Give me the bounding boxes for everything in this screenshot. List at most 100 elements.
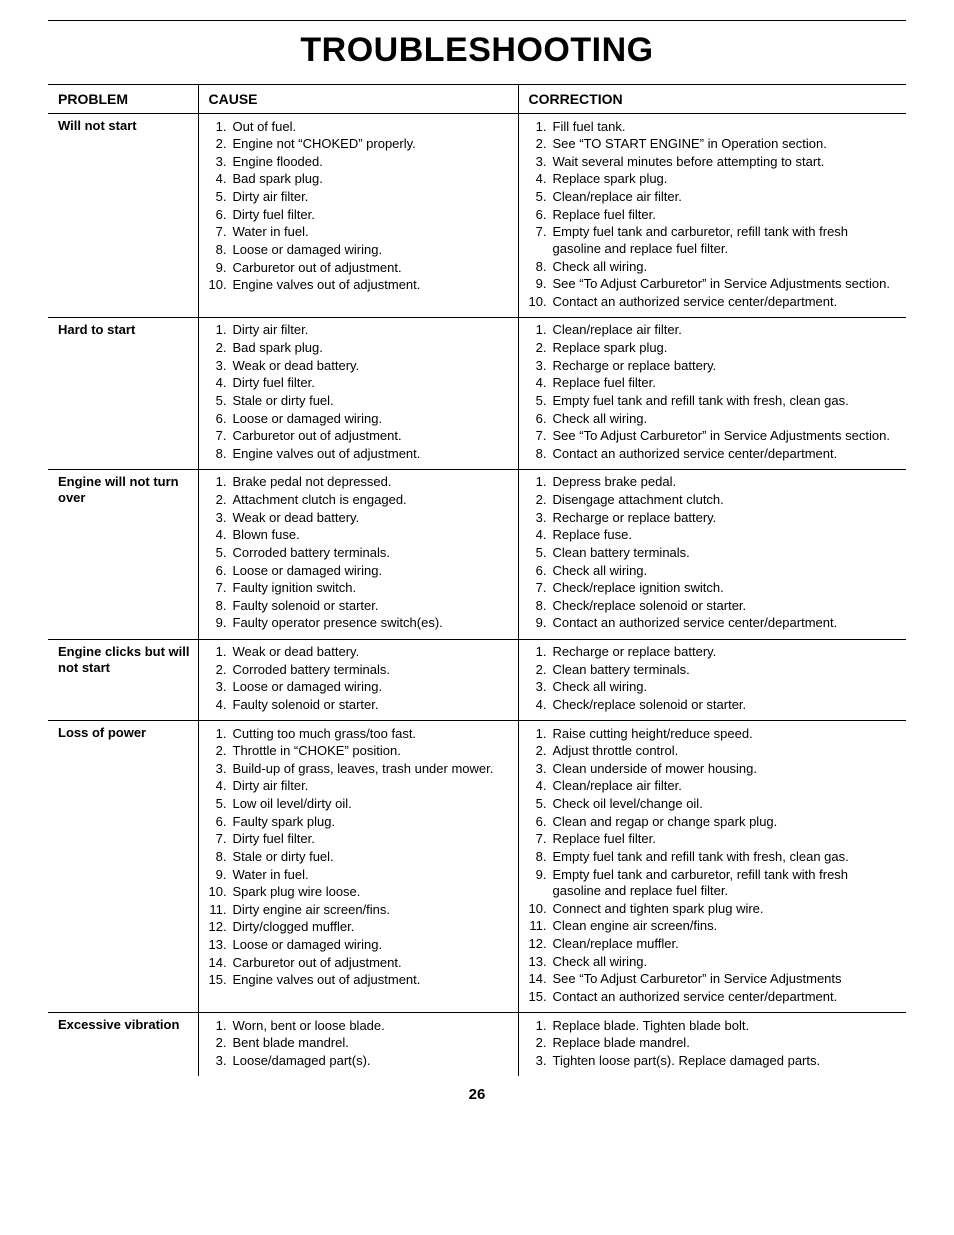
table-row: Loss of power1.Cutting too much grass/to… [48, 721, 906, 1013]
list-item: 7.Empty fuel tank and carburetor, refill… [529, 224, 901, 258]
item-text: Weak or dead battery. [233, 644, 512, 661]
table-row: Engine clicks but will not start1.Weak o… [48, 639, 906, 721]
item-number: 5. [529, 545, 553, 562]
list-item: 5.Dirty air filter. [209, 189, 512, 207]
item-number: 8. [529, 849, 553, 866]
item-text: Clean/replace air filter. [553, 778, 901, 795]
item-text: Check/replace solenoid or starter. [553, 598, 901, 615]
table-row: Hard to start1.Dirty air filter.2.Bad sp… [48, 317, 906, 469]
problem-cell: Loss of power [48, 721, 198, 1013]
list-item: 6.Check all wiring. [529, 410, 901, 428]
list-item: 7.Water in fuel. [209, 224, 512, 242]
item-number: 6. [209, 563, 233, 580]
problem-cell: Engine clicks but will not start [48, 639, 198, 721]
item-text: Engine flooded. [233, 154, 512, 171]
item-text: Check all wiring. [553, 954, 901, 971]
item-number: 2. [529, 492, 553, 509]
list-item: 11.Dirty engine air screen/fins. [209, 901, 512, 919]
cause-cell: 1.Cutting too much grass/too fast.2.Thro… [198, 721, 518, 1013]
list-item: 5.Stale or dirty fuel. [209, 392, 512, 410]
item-text: Recharge or replace battery. [553, 644, 901, 661]
item-number: 6. [209, 411, 233, 428]
item-number: 3. [529, 510, 553, 527]
list-item: 5.Low oil level/dirty oil. [209, 796, 512, 814]
item-text: Weak or dead battery. [233, 358, 512, 375]
table-row: Excessive vibration 1.Worn, bent or loose… [48, 1013, 906, 1076]
list-item: 4.Replace fuel filter. [529, 375, 901, 393]
problem-cell: Excessive vibration [48, 1013, 198, 1076]
header-cause: CAUSE [198, 85, 518, 114]
item-text: Engine valves out of adjustment. [233, 446, 512, 463]
list-item: 1.Worn, bent or loose blade. [209, 1017, 512, 1035]
list-item: 6.Dirty fuel filter. [209, 206, 512, 224]
list-item: 12.Clean/replace muffler. [529, 936, 901, 954]
item-number: 6. [529, 411, 553, 428]
item-number: 2. [529, 743, 553, 760]
list-item: 3.Clean underside of mower housing. [529, 760, 901, 778]
item-number: 8. [209, 849, 233, 866]
item-text: Corroded battery terminals. [233, 545, 512, 562]
list-item: 7.Dirty fuel filter. [209, 831, 512, 849]
table-row: Engine will not turn over1.Brake pedal n… [48, 469, 906, 639]
list-item: 4.Check/replace solenoid or starter. [529, 696, 901, 714]
item-number: 4. [529, 697, 553, 714]
item-number: 1. [209, 1018, 233, 1035]
item-number: 9. [209, 615, 233, 632]
item-text: Loose or damaged wiring. [233, 563, 512, 580]
list-item: 3.Weak or dead battery. [209, 509, 512, 527]
item-text: Check oil level/change oil. [553, 796, 901, 813]
list-item: 5.Empty fuel tank and refill tank with f… [529, 392, 901, 410]
item-number: 8. [529, 598, 553, 615]
item-number: 1. [209, 474, 233, 491]
item-text: Contact an authorized service center/dep… [553, 615, 901, 632]
item-text: Carburetor out of adjustment. [233, 260, 512, 277]
item-text: Replace blade mandrel. [553, 1035, 901, 1052]
item-text: Blown fuse. [233, 527, 512, 544]
list-item: 15.Contact an authorized service center/… [529, 988, 901, 1006]
item-text: Stale or dirty fuel. [233, 849, 512, 866]
correction-cell: 1.Recharge or replace battery.2.Clean ba… [518, 639, 906, 721]
list-item: 8.Faulty solenoid or starter. [209, 597, 512, 615]
cause-cell: 1.Weak or dead battery.2.Corroded batter… [198, 639, 518, 721]
list-item: 8.Contact an authorized service center/d… [529, 445, 901, 463]
list-item: 1.Out of fuel. [209, 118, 512, 136]
item-text: Connect and tighten spark plug wire. [553, 901, 901, 918]
item-text: Corroded battery terminals. [233, 662, 512, 679]
item-text: Dirty engine air screen/fins. [233, 902, 512, 919]
list-item: 6.Faulty spark plug. [209, 813, 512, 831]
item-number: 7. [529, 831, 553, 848]
item-text: Check/replace ignition switch. [553, 580, 901, 597]
item-text: Dirty air filter. [233, 189, 512, 206]
item-text: Loose or damaged wiring. [233, 242, 512, 259]
item-number: 1. [529, 322, 553, 339]
list-item: 9.Empty fuel tank and carburetor, refill… [529, 866, 901, 900]
list-item: 10.Spark plug wire loose. [209, 884, 512, 902]
list-item: 2.Throttle in “CHOKE” position. [209, 743, 512, 761]
item-number: 1. [209, 322, 233, 339]
list-item: 7.See “To Adjust Carburetor” in Service … [529, 428, 901, 446]
item-number: 5. [529, 796, 553, 813]
item-number: 2. [209, 662, 233, 679]
item-number: 7. [209, 580, 233, 597]
item-text: Clean and regap or change spark plug. [553, 814, 901, 831]
item-number: 5. [209, 796, 233, 813]
list-item: 3.Engine flooded. [209, 153, 512, 171]
item-text: Weak or dead battery. [233, 510, 512, 527]
item-number: 2. [209, 136, 233, 153]
item-number: 7. [209, 831, 233, 848]
item-text: Water in fuel. [233, 867, 512, 884]
list-item: 3.Weak or dead battery. [209, 357, 512, 375]
item-text: See “To Adjust Carburetor” in Service Ad… [553, 428, 901, 445]
item-number: 7. [209, 428, 233, 445]
list-item: 8.Stale or dirty fuel. [209, 848, 512, 866]
item-text: Worn, bent or loose blade. [233, 1018, 512, 1035]
list-item: 2.Bad spark plug. [209, 340, 512, 358]
list-item: 2.Adjust throttle control. [529, 743, 901, 761]
item-number: 4. [209, 778, 233, 795]
correction-cell: 1.Depress brake pedal.2.Disengage attach… [518, 469, 906, 639]
item-text: See “To Adjust Carburetor” in Service Ad… [553, 971, 901, 988]
item-number: 3. [209, 154, 233, 171]
list-item: 2.Attachment clutch is engaged. [209, 492, 512, 510]
correction-cell: 1.Replace blade. Tighten blade bolt.2.Re… [518, 1013, 906, 1076]
item-text: Bad spark plug. [233, 340, 512, 357]
